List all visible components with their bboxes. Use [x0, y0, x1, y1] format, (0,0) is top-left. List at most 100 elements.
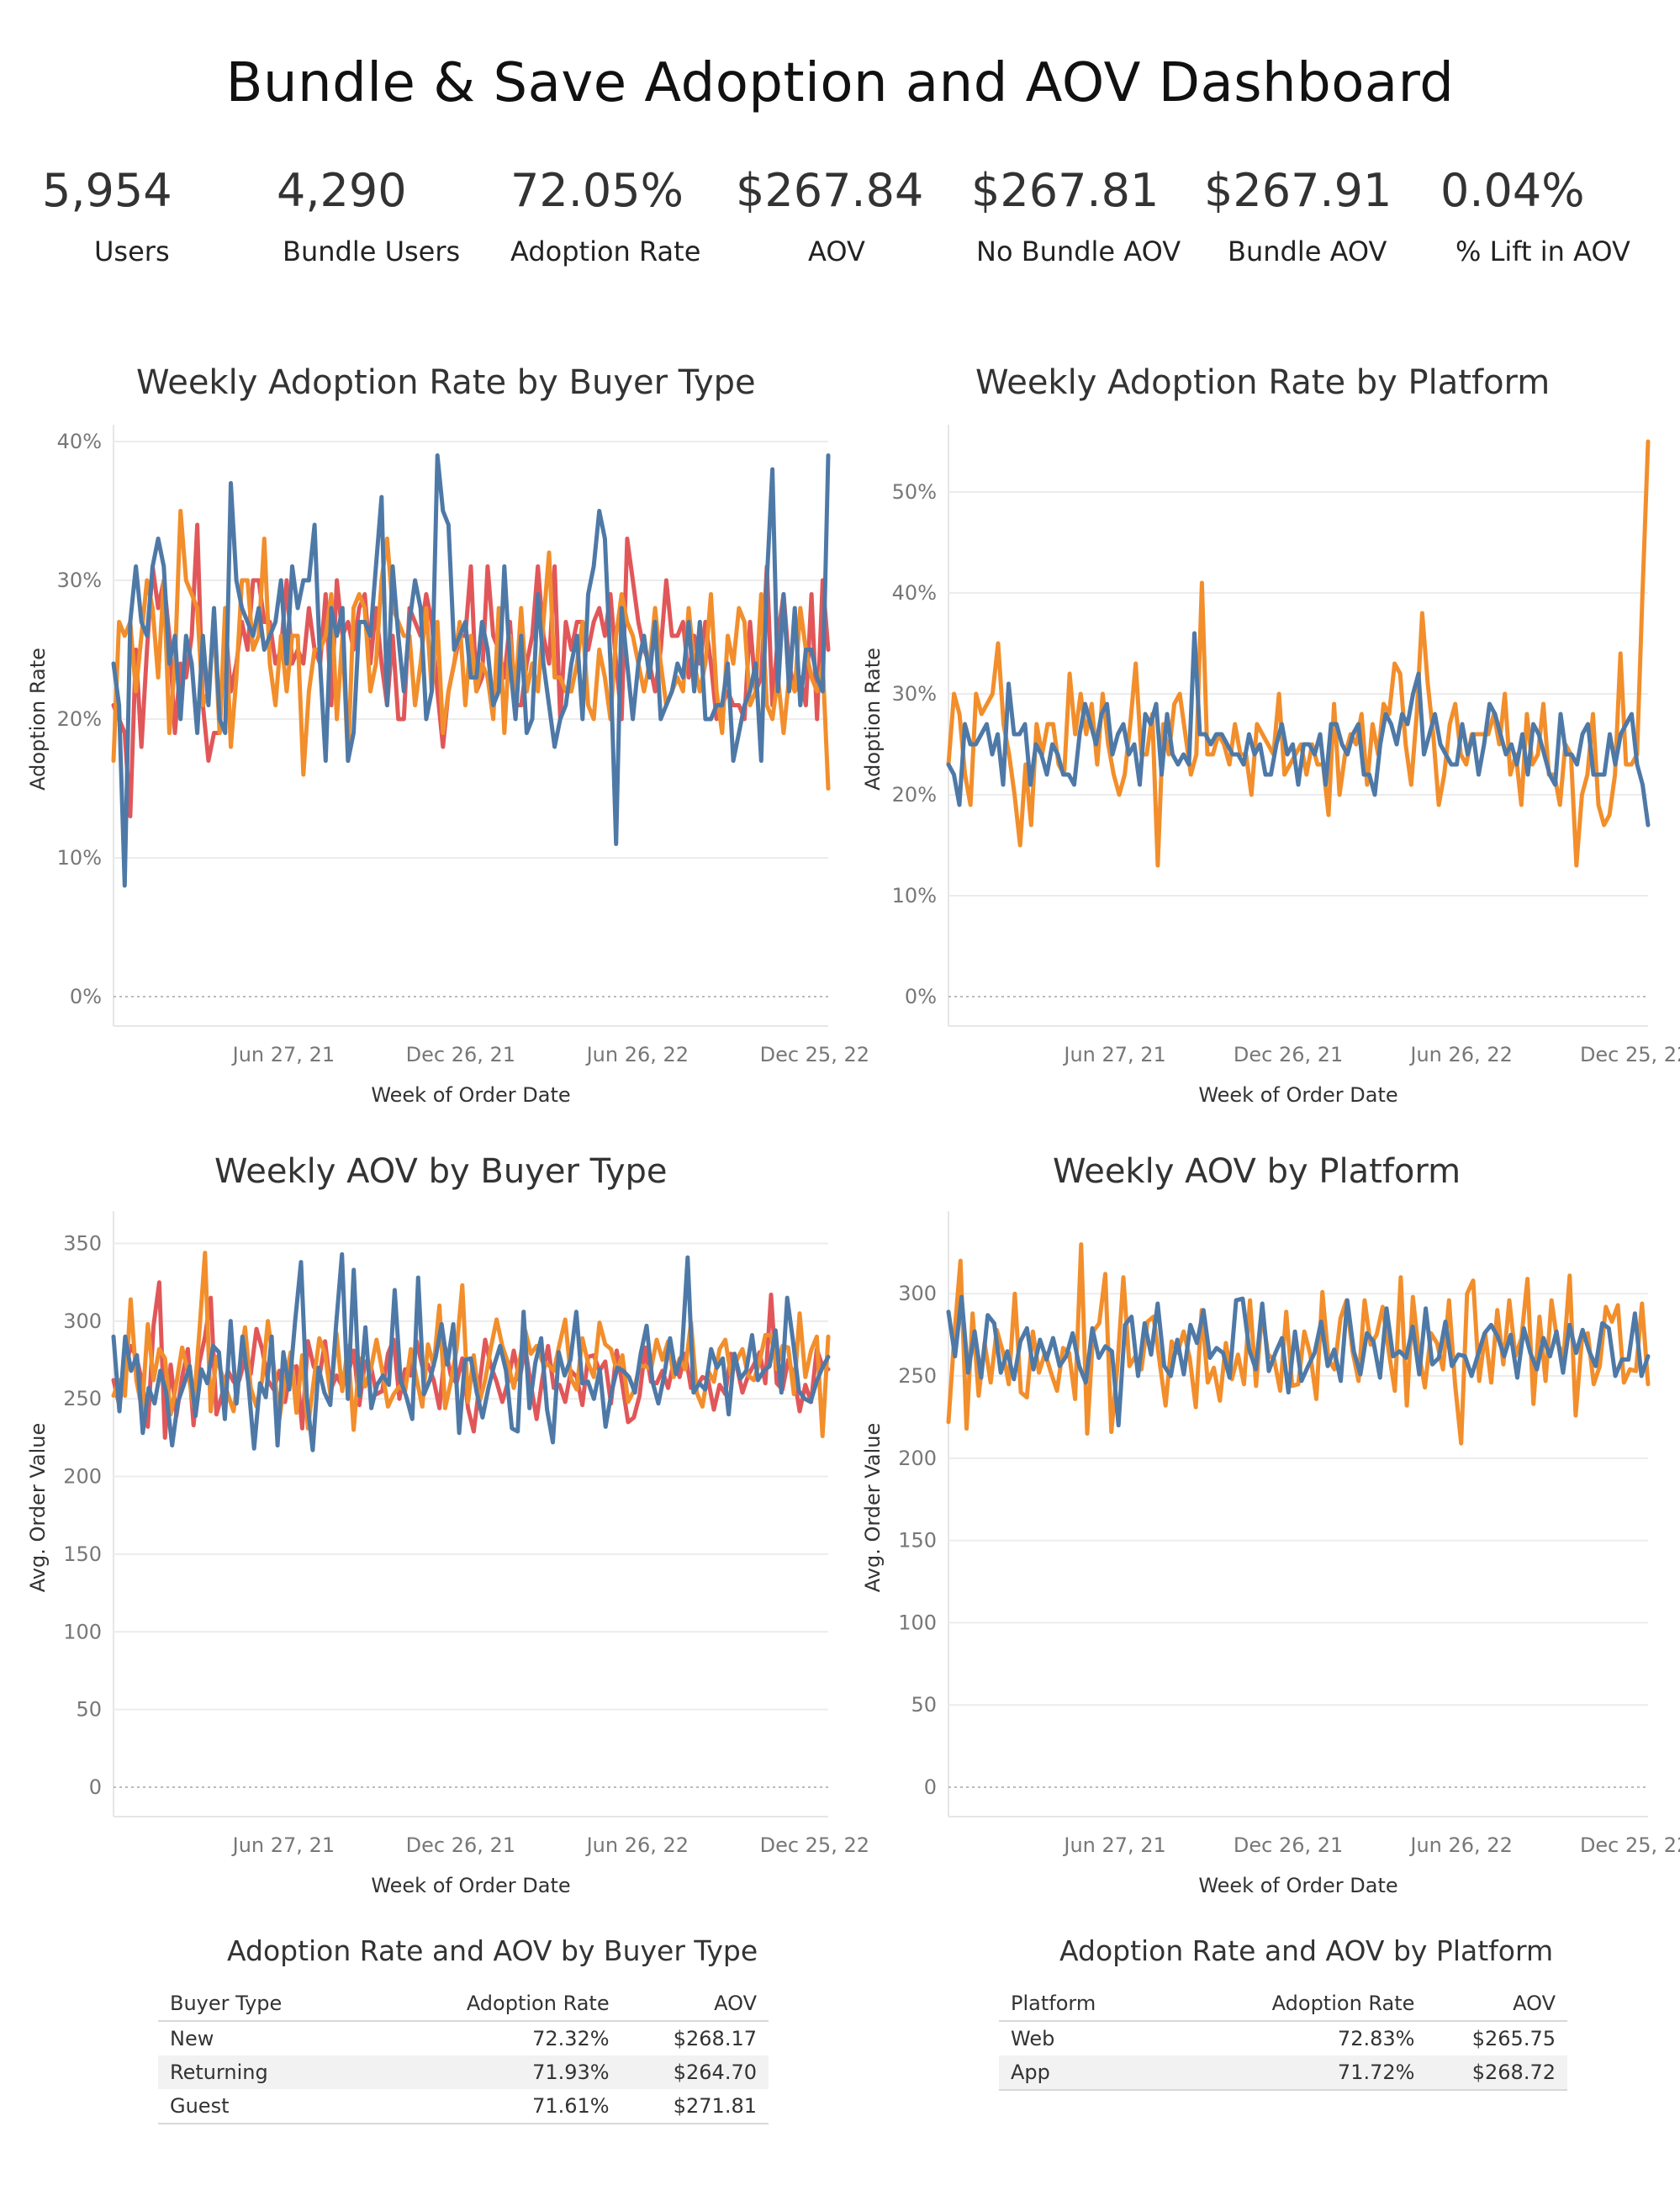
kpi-bundle-users: 4,290 Bundle Users: [277, 164, 512, 267]
kpi-users: 5,954 Users: [42, 164, 277, 267]
column-header: AOV: [1426, 1985, 1567, 2022]
table-cell: App: [999, 2055, 1207, 2091]
column-header: Adoption Rate: [392, 1985, 621, 2022]
y-tick-label: 250: [63, 1387, 102, 1410]
kpi-label: Adoption Rate: [510, 235, 701, 267]
y-tick-label: 40%: [892, 581, 937, 605]
y-tick-label: 250: [898, 1364, 937, 1388]
y-tick-label: 0: [924, 1775, 937, 1799]
x-tick-label: Dec 25, 22: [760, 1043, 869, 1066]
y-tick-label: 350: [63, 1231, 102, 1255]
table-cell: $265.75: [1471, 2027, 1556, 2050]
kpi-label: AOV: [808, 235, 865, 267]
y-tick-label: 300: [898, 1282, 937, 1305]
series-line-2: [111, 1251, 831, 1452]
series-line-0: [946, 1242, 1651, 1446]
table-cell: 72.32%: [532, 2027, 610, 2050]
x-tick-label: Dec 26, 21: [1234, 1833, 1343, 1857]
series-line-0: [111, 1280, 831, 1440]
table-cell: Guest: [158, 2089, 392, 2124]
series-line-1: [111, 509, 831, 791]
kpi-value: 5,954: [42, 164, 172, 217]
y-axis-title: Avg. Order Value: [26, 1423, 50, 1592]
table-cell: Web: [1011, 2027, 1055, 2050]
x-tick-label: Dec 26, 21: [1234, 1043, 1343, 1066]
table-cell: Returning: [158, 2055, 392, 2089]
table-header-row: Platform Adoption Rate AOV: [999, 1985, 1567, 2022]
table-platform: Platform Adoption Rate AOV Web 72.83% $2…: [999, 1985, 1567, 2091]
x-axis-title: Week of Order Date: [371, 1083, 570, 1107]
x-tick-label: Dec 25, 22: [1580, 1043, 1680, 1066]
x-tick-label: Dec 26, 21: [406, 1043, 515, 1066]
series-line-1: [946, 631, 1651, 828]
table-title-buyer-type: Adoption Rate and AOV by Buyer Type: [227, 1934, 758, 1967]
y-tick-label: 20%: [57, 707, 102, 731]
y-axis-title: Avg. Order Value: [861, 1423, 885, 1592]
kpi-value: $267.81: [971, 164, 1160, 217]
y-tick-label: 100: [898, 1611, 937, 1634]
table-cell: $264.70: [621, 2055, 769, 2089]
x-tick-label: Jun 26, 22: [585, 1043, 689, 1066]
y-tick-label: 150: [898, 1529, 937, 1553]
column-header: Platform: [999, 1985, 1207, 2022]
kpi-lift-in-aov: 0.04% % Lift in AOV: [1440, 164, 1676, 267]
x-tick-label: Dec 26, 21: [406, 1833, 515, 1857]
y-tick-label: 300: [63, 1309, 102, 1333]
series-line-0: [111, 522, 831, 818]
table-row: New 72.32% $268.17: [158, 2021, 769, 2055]
kpi-label: Bundle Users: [283, 235, 461, 267]
y-tick-label: 40%: [57, 430, 102, 453]
x-tick-label: Dec 25, 22: [1580, 1833, 1680, 1857]
table-cell: 72.83%: [1337, 2027, 1415, 2050]
chart-title-aov-platform: Weekly AOV by Platform: [1053, 1152, 1461, 1191]
y-tick-label: 200: [898, 1447, 937, 1470]
table-cell: 71.93%: [392, 2055, 621, 2089]
table-header-row: Buyer Type Adoption Rate AOV: [158, 1985, 769, 2022]
x-tick-label: Jun 27, 21: [1062, 1043, 1165, 1066]
y-tick-label: 30%: [57, 569, 102, 592]
x-axis-title: Week of Order Date: [371, 1874, 570, 1897]
table-cell: 71.72%: [1207, 2055, 1427, 2091]
kpi-label: Users: [94, 235, 170, 267]
y-tick-label: 50%: [892, 480, 937, 504]
y-tick-label: 50: [911, 1693, 937, 1717]
x-axis-title: Week of Order Date: [1198, 1083, 1397, 1107]
kpi-label: % Lift in AOV: [1455, 235, 1630, 267]
kpi-label: No Bundle AOV: [976, 235, 1181, 267]
x-tick-label: Jun 27, 21: [1062, 1833, 1165, 1857]
table-title-platform: Adoption Rate and AOV by Platform: [1059, 1934, 1554, 1967]
y-tick-label: 30%: [892, 682, 937, 706]
y-axis-title: Adoption Rate: [861, 648, 885, 791]
table-cell: $268.17: [673, 2027, 757, 2050]
y-tick-label: 0%: [905, 985, 937, 1008]
kpi-value: 0.04%: [1440, 164, 1585, 217]
table-cell: 71.61%: [392, 2089, 621, 2124]
x-tick-label: Jun 26, 22: [1408, 1833, 1512, 1857]
y-tick-label: 0: [89, 1775, 102, 1799]
table-row: App 71.72% $268.72: [999, 2055, 1567, 2091]
table-cell: $268.72: [1426, 2055, 1567, 2091]
table-row: Guest 71.61% $271.81: [158, 2089, 769, 2124]
x-tick-label: Jun 26, 22: [1408, 1043, 1512, 1066]
dashboard-title: Bundle & Save Adoption and AOV Dashboard: [225, 52, 1455, 114]
column-header: AOV: [621, 1985, 769, 2022]
y-tick-label: 20%: [892, 783, 937, 807]
chart-title-adoption-buyer: Weekly Adoption Rate by Buyer Type: [136, 363, 756, 402]
chart-title-adoption-platform: Weekly Adoption Rate by Platform: [975, 363, 1551, 402]
y-tick-label: 100: [63, 1620, 102, 1643]
table-cell: $271.81: [621, 2089, 769, 2124]
kpi-adoption-rate: 72.05% Adoption Rate: [510, 164, 746, 267]
y-tick-label: 0%: [70, 985, 102, 1008]
table-row: Web 72.83% $265.75: [999, 2021, 1567, 2055]
x-tick-label: Jun 26, 22: [585, 1833, 689, 1857]
chart-title-aov-buyer: Weekly AOV by Buyer Type: [214, 1152, 668, 1191]
column-header: Adoption Rate: [1207, 1985, 1427, 2022]
kpi-no-bundle-aov: $267.81 No Bundle AOV: [971, 164, 1207, 267]
x-tick-label: Jun 27, 21: [231, 1833, 335, 1857]
y-tick-label: 50: [76, 1698, 102, 1722]
table-row: Returning 71.93% $264.70: [158, 2055, 769, 2089]
kpi-value: 72.05%: [510, 164, 684, 217]
